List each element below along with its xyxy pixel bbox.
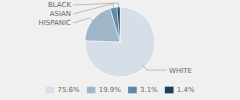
legend-swatch	[45, 87, 54, 94]
legend-label: 75.6%	[57, 86, 80, 94]
chart: BLACKASIANHISPANIC WHITE 75.6% 19.9% 3.1% 1.4…	[0, 0, 240, 100]
slice-label: ASIAN	[50, 10, 71, 18]
legend-item: 1.4%	[165, 86, 195, 94]
leader-line	[73, 4, 114, 14]
legend-item: 19.9%	[87, 86, 122, 94]
legend-item: 75.6%	[45, 86, 80, 94]
legend-label: 1.4%	[177, 86, 195, 94]
legend-item: 3.1%	[128, 86, 158, 94]
legend-swatch	[165, 87, 174, 94]
pie	[85, 7, 155, 77]
legend-label: 19.9%	[99, 86, 122, 94]
legend-swatch	[87, 87, 96, 94]
slice-label: HISPANIC	[38, 19, 71, 27]
labels: BLACKASIANHISPANIC WHITE	[38, 1, 191, 74]
pie-slice	[85, 7, 155, 77]
legend: 75.6% 19.9% 3.1% 1.4%	[45, 86, 194, 94]
slice-label: BLACK	[48, 1, 71, 9]
legend-swatch	[128, 87, 137, 94]
legend-label: 3.1%	[140, 86, 158, 94]
pie-slice	[117, 7, 120, 42]
pie-slice	[110, 7, 120, 42]
slice-label: WHITE	[169, 67, 192, 75]
leader-line	[142, 65, 167, 70]
leader-line	[73, 18, 95, 23]
